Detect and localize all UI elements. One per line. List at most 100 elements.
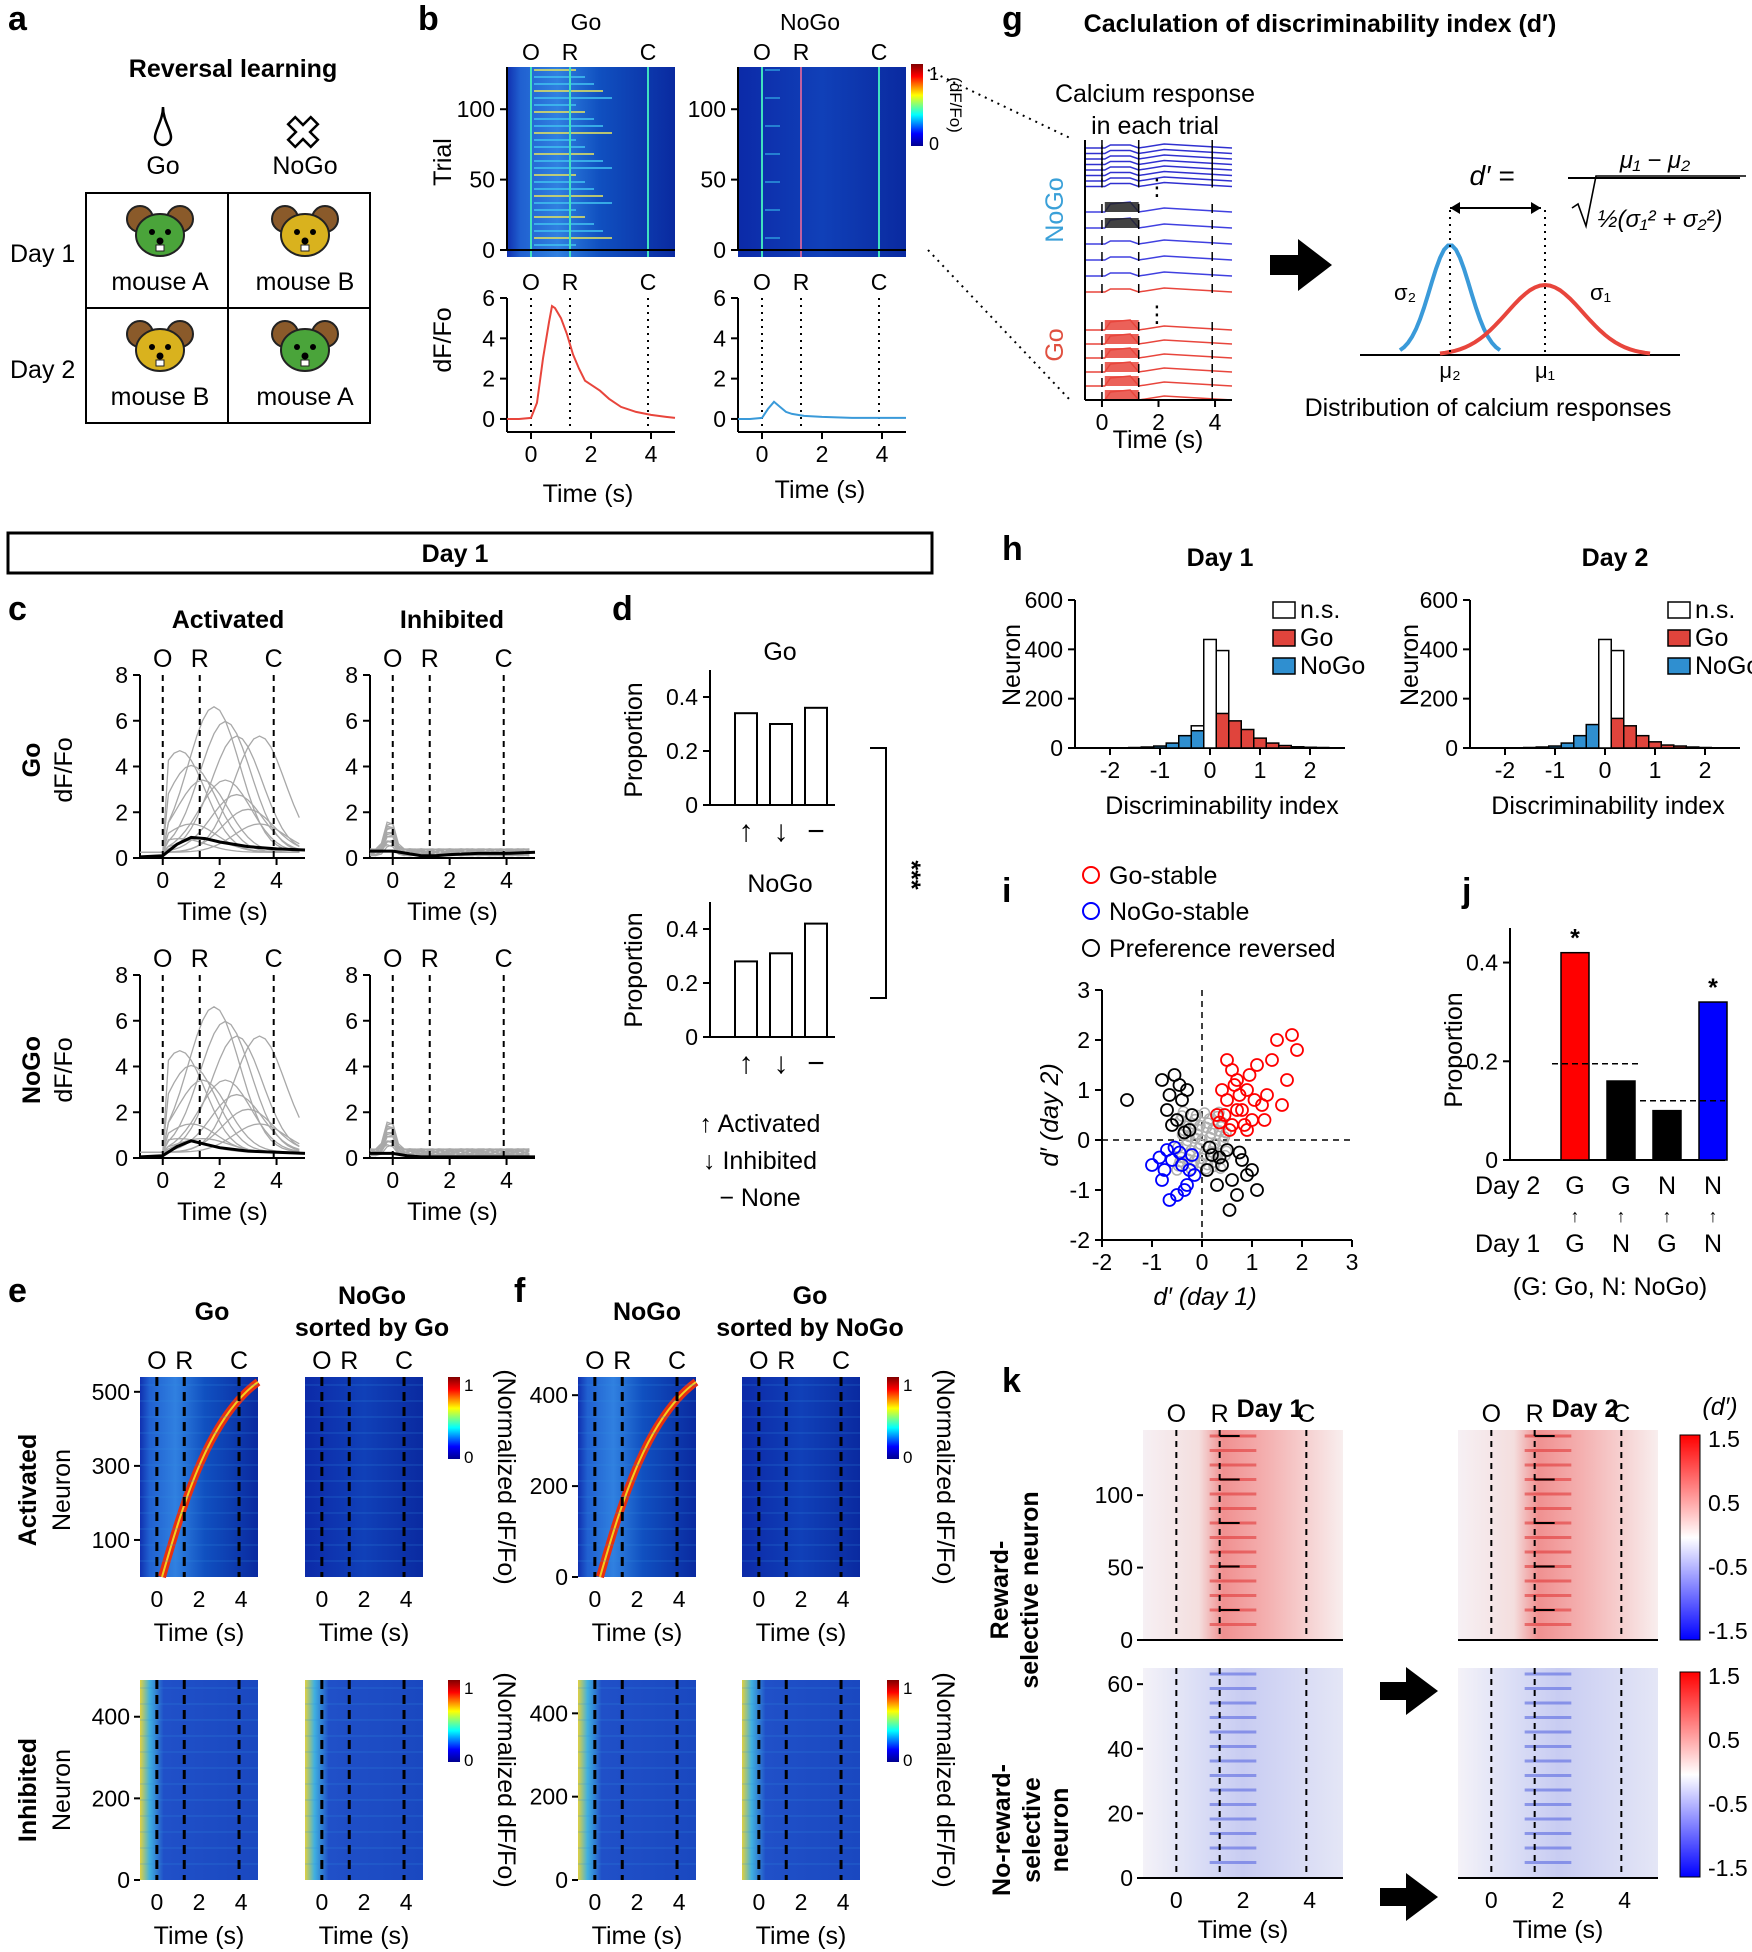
ef-cb-label: (Normalized dF/Fo) (492, 1672, 520, 1887)
ef-cb-label: (Normalized dF/Fo) (931, 1369, 959, 1584)
i-point-Go-stable (1235, 1103, 1249, 1117)
h-day1-bar-Go (1253, 737, 1267, 749)
c-mean-trace (139, 1139, 306, 1159)
mouse-icon-green (271, 320, 339, 372)
j-day2-cat: N (1658, 1172, 1676, 1200)
mouse-head (135, 328, 185, 372)
g-go-dist (1439, 282, 1651, 356)
h-day2-xlabel: Discriminability index (1491, 792, 1725, 820)
g-trial-fill (1104, 320, 1139, 330)
b-mean-event-label: R (793, 269, 810, 295)
d-legend-inhibited: ↓ Inhibited (703, 1147, 817, 1175)
d-go-bar (769, 723, 793, 806)
d-y-tick-label: 0.4 (666, 916, 698, 942)
b-mean-y-tick-label: 0 (482, 406, 495, 432)
i-point-Go-stable (1215, 1083, 1229, 1097)
b-mean-event-label: C (871, 269, 888, 295)
g-nogo-label: NoGo (1041, 177, 1069, 242)
c-event-label: O (153, 945, 172, 973)
i-x-tick-label: -1 (1142, 1249, 1162, 1275)
c-individual-trace (140, 1020, 300, 1153)
h-day1-y-tick-label: 400 (1025, 636, 1063, 662)
j-arrow: ↑ (1617, 1206, 1626, 1226)
f-act-go-x-tick-label: 0 (752, 1586, 765, 1612)
g-arrow-icon (1270, 239, 1332, 291)
d-go-x-symbol: − (807, 815, 825, 848)
b-cb-min: 0 (929, 134, 939, 154)
g-trial-trace (1085, 159, 1233, 166)
c-y-tick-label: 0 (345, 845, 358, 871)
f-act-nogo-event-label: O (585, 1347, 604, 1375)
c-y-tick-label: 2 (345, 799, 358, 825)
h-day1-bar-NoGo (1178, 734, 1192, 749)
h-day2-x-tick-label: -2 (1495, 757, 1515, 783)
i-point-NoGo-stable (1172, 1145, 1187, 1160)
i-point-ns (1194, 1119, 1206, 1132)
b-mean-y-tick-label: 2 (482, 366, 495, 392)
c-individual-trace (140, 779, 300, 853)
f-go-title-1: Go (793, 1282, 828, 1310)
i-point-Go-stable (1247, 1093, 1262, 1107)
mouse-teeth (300, 244, 310, 252)
cross-icon (286, 115, 320, 149)
k-row2-day1-x-tick-label: 0 (1170, 1887, 1183, 1913)
i-point-NoGo-stable (1157, 1163, 1172, 1177)
d-go-bar (804, 706, 828, 806)
j-sig: * (1708, 974, 1718, 1002)
b-mean-event-label: R (562, 269, 579, 295)
h-day2-legend-label: Go (1695, 624, 1728, 652)
ef-cb-min: 0 (903, 1751, 912, 1770)
i-point-Preference reversed (1165, 1118, 1179, 1132)
i-point-Go-stable (1240, 1123, 1254, 1137)
h-day1-legend-label: Go (1300, 624, 1333, 652)
c-y-tick-label: 2 (115, 1099, 128, 1125)
b-event-label: O (753, 39, 771, 65)
i-point-Preference reversed (1235, 1153, 1249, 1167)
c-x-tick-label: 2 (443, 1167, 456, 1193)
c-x-tick-label: 2 (443, 867, 456, 893)
panel-a: Reversal learning Go NoGo Day 1 Day 2 mo… (10, 55, 371, 424)
g-go-label: Go (1041, 328, 1069, 361)
panel-letter-d: d (612, 590, 633, 628)
h-day1-bar-NoGo (1190, 729, 1205, 749)
g-mu2: μ₂ (1439, 358, 1460, 383)
c-xlabel: Time (s) (407, 898, 498, 926)
c-x-tick-label: 4 (500, 867, 513, 893)
f-inh-nogo-x-tick-label: 2 (631, 1889, 644, 1915)
i-point-Preference reversed (1167, 1068, 1182, 1082)
c-y-tick-label: 6 (115, 1008, 128, 1034)
c-y-tick-label: 4 (345, 1054, 358, 1080)
c-y-tick-label: 8 (115, 962, 128, 988)
c-y-tick-label: 8 (115, 662, 128, 688)
k-cb-tick: -0.5 (1708, 1791, 1748, 1817)
c-individual-trace (140, 720, 300, 853)
k-cb-tick: 1.5 (1708, 1663, 1740, 1689)
f-inh-go-x-tick-label: 0 (752, 1889, 765, 1915)
e-act-go-x-tick-label: 0 (150, 1586, 163, 1612)
i-point-Preference reversed (1155, 1073, 1169, 1087)
h-day2-bar-Go (1610, 717, 1625, 749)
g-trial-fill (1104, 376, 1139, 386)
i-point-Preference reversed (1225, 1173, 1239, 1187)
j-day1-cat: N (1704, 1230, 1722, 1258)
panel-letter-j: j (1461, 872, 1471, 910)
mouse-icon-green (126, 205, 194, 257)
i-point-NoGo-stable (1152, 1150, 1167, 1165)
panel-k: Day 1 Day 2 (d′) Reward- selective neuro… (986, 1393, 1748, 1944)
i-y-tick-label: -1 (1070, 1177, 1090, 1203)
f-act-nogo-y-tick-label: 200 (530, 1473, 568, 1499)
d-legend-none: − None (719, 1184, 800, 1212)
i-legend-nogo: NoGo-stable (1109, 898, 1249, 926)
c-xlabel: Time (s) (407, 1198, 498, 1226)
c-y-tick-label: 0 (345, 1145, 358, 1171)
ef-colorbar (448, 1377, 460, 1459)
c-mean-trace (139, 835, 306, 859)
k-day1-title: Day 1 (1237, 1395, 1304, 1423)
d-nogo-x-symbol: ↑ (739, 1047, 754, 1080)
k-row1-label-1: Reward- (986, 1541, 1014, 1640)
k-cb-tick: 0.5 (1708, 1727, 1740, 1753)
k-row1-day1-event-label: O (1167, 1400, 1186, 1428)
h-day2-y-tick-label: 200 (1420, 686, 1458, 712)
k-cb-tick: -0.5 (1708, 1554, 1748, 1580)
h-day2-x-tick-label: 0 (1599, 757, 1612, 783)
